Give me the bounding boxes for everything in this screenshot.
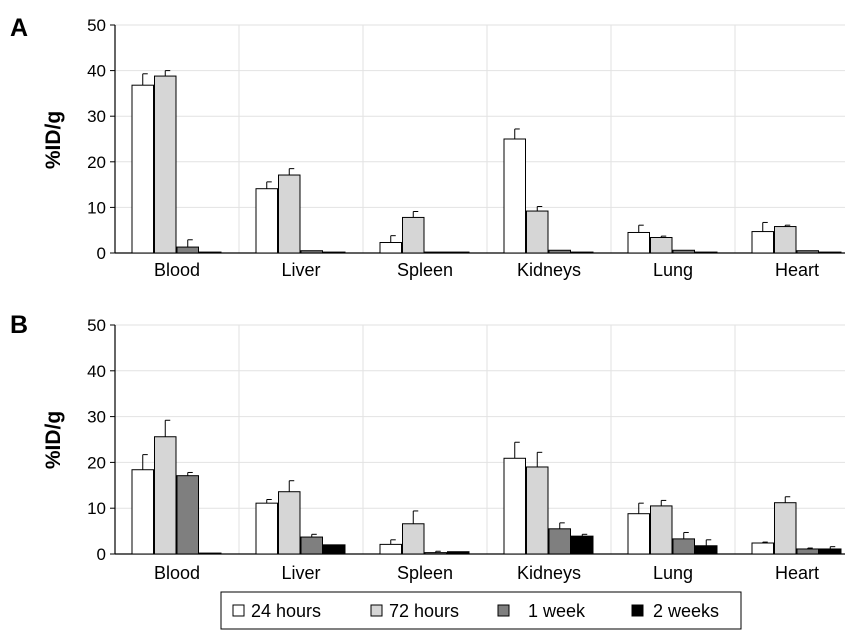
panel-a-bar-lung-2-weeks — [695, 251, 718, 254]
panel-b-bar-blood-72-hours — [154, 436, 177, 555]
panel-b-bar-lung-1-week — [672, 538, 695, 555]
panel-a-y-tick-label-0: 0 — [97, 244, 106, 263]
panel-a-category-label-blood: Blood — [154, 260, 200, 280]
panel-a-category-label-kidneys: Kidneys — [517, 260, 581, 280]
panel-b-bar-spleen-1-week — [424, 552, 447, 555]
panel-a-bar-kidneys-1-week — [548, 249, 571, 254]
panel-b-bar-blood-2-weeks — [199, 552, 222, 555]
panel-b-y-tick-label-40: 40 — [87, 362, 106, 381]
panel-a-y-tick-label-30: 30 — [87, 107, 106, 126]
panel-a-bar-spleen-1-week — [424, 251, 447, 254]
panel-a-bar-lung-24-hours — [627, 231, 650, 254]
panel-a-bar-kidneys-2-weeks — [571, 251, 594, 254]
panel-a-category-label-spleen: Spleen — [397, 260, 453, 280]
panel-a-bar-heart-2-weeks — [819, 251, 842, 254]
panel-a-bar-liver-2-weeks — [323, 251, 346, 254]
panel-b-bar-heart-72-hours — [774, 502, 797, 555]
panel-a-bar-spleen-2-weeks — [447, 251, 470, 254]
panel-a-bar-spleen-24-hours — [379, 242, 402, 254]
legend-label-1-week: 1 week — [528, 601, 586, 621]
panel-b-chart: B %ID/g 0 10 20 30 40 50 Blood Liver Spleen Kidne… — [10, 311, 845, 583]
panel-b-bar-spleen-2-weeks — [447, 551, 470, 555]
panel-a-y-tick-label-40: 40 — [87, 62, 106, 81]
panel-a-bar-lung-72-hours — [650, 236, 673, 254]
panel-a-category-label-lung: Lung — [653, 260, 693, 280]
panel-a-bar-heart-72-hours — [774, 226, 797, 254]
panel-b-bar-lung-24-hours — [627, 513, 650, 555]
panel-b-category-label-lung: Lung — [653, 563, 693, 583]
panel-a-bar-blood-24-hours — [131, 84, 154, 254]
panel-a-bar-lung-1-week — [672, 249, 695, 254]
legend-label-72-hours: 72 hours — [389, 601, 459, 621]
panel-b-bar-blood-24-hours — [131, 469, 154, 555]
panel-a-bar-liver-24-hours — [255, 188, 278, 254]
panel-b-bar-lung-2-weeks — [695, 545, 718, 555]
panel-b-y-tick-label-50: 50 — [87, 316, 106, 335]
panel-b-bar-spleen-24-hours — [379, 543, 402, 555]
legend-swatch-72-hours — [370, 604, 383, 617]
panel-a-y-axis-label: %ID/g — [42, 111, 65, 169]
panel-b-bar-kidneys-72-hours — [526, 466, 549, 555]
panel-b-bar-liver-72-hours — [278, 491, 301, 555]
panel-b-y-tick-label-20: 20 — [87, 453, 106, 472]
panel-b-category-label-heart: Heart — [775, 563, 819, 583]
panel-b-bar-heart-24-hours — [751, 542, 774, 555]
panel-a-bar-kidneys-72-hours — [526, 210, 549, 254]
panel-a-y-tick-label-20: 20 — [87, 153, 106, 172]
legend-swatch-2-weeks — [631, 604, 644, 617]
panel-b-y-tick-label-0: 0 — [97, 545, 106, 564]
panel-a-category-label-liver: Liver — [281, 260, 320, 280]
panel-a-bar-spleen-72-hours — [402, 216, 425, 254]
panel-a-chart: A %ID/g 0 10 20 30 40 50 Blood Liver Spleen Kidne… — [10, 14, 845, 280]
panel-b-bar-blood-1-week — [176, 475, 199, 555]
legend-swatch-1-week — [497, 604, 510, 617]
panel-a-bar-blood-72-hours — [154, 75, 177, 254]
panel-a-bar-blood-1-week — [176, 246, 199, 254]
panel-b-y-tick-label-10: 10 — [87, 499, 106, 518]
panel-b-y-axis-label: %ID/g — [42, 411, 65, 469]
legend: 24 hours 72 hours 1 week 2 weeks — [220, 591, 742, 630]
panel-a-bar-liver-72-hours — [278, 174, 301, 254]
panel-b-category-label-spleen: Spleen — [397, 563, 453, 583]
panel-a-y-tick-label-50: 50 — [87, 16, 106, 35]
panel-b-bar-lung-72-hours — [650, 505, 673, 555]
panel-b-letter: B — [10, 311, 28, 339]
panel-b-bar-liver-24-hours — [255, 502, 278, 555]
panel-b-bar-spleen-72-hours — [402, 523, 425, 555]
panel-a-y-tick-label-10: 10 — [87, 198, 106, 217]
panel-b-bar-kidneys-24-hours — [503, 457, 526, 555]
panel-b-category-label-liver: Liver — [281, 563, 320, 583]
panel-b-category-label-kidneys: Kidneys — [517, 563, 581, 583]
panel-b-bar-heart-2-weeks — [819, 548, 842, 555]
panel-a-bar-liver-1-week — [300, 250, 323, 254]
panel-a-letter: A — [10, 14, 28, 42]
panel-b-bar-kidneys-1-week — [548, 528, 571, 555]
panel-b-y-tick-label-30: 30 — [87, 408, 106, 427]
panel-a-bar-heart-1-week — [796, 250, 819, 254]
panel-a-bar-heart-24-hours — [751, 231, 774, 254]
panel-b-bar-liver-2-weeks — [323, 544, 346, 555]
panel-b-bar-kidneys-2-weeks — [571, 535, 594, 555]
panel-b-bar-liver-1-week — [300, 536, 323, 555]
panel-a-category-label-heart: Heart — [775, 260, 819, 280]
legend-box — [220, 591, 742, 630]
legend-swatch-24-hours — [232, 604, 245, 617]
panel-b-bar-heart-1-week — [796, 548, 819, 555]
panel-b-category-label-blood: Blood — [154, 563, 200, 583]
panel-a-bar-kidneys-24-hours — [503, 138, 526, 254]
legend-label-24-hours: 24 hours — [251, 601, 321, 621]
legend-label-2-weeks: 2 weeks — [653, 601, 719, 621]
panel-a-bar-blood-2-weeks — [199, 251, 222, 254]
